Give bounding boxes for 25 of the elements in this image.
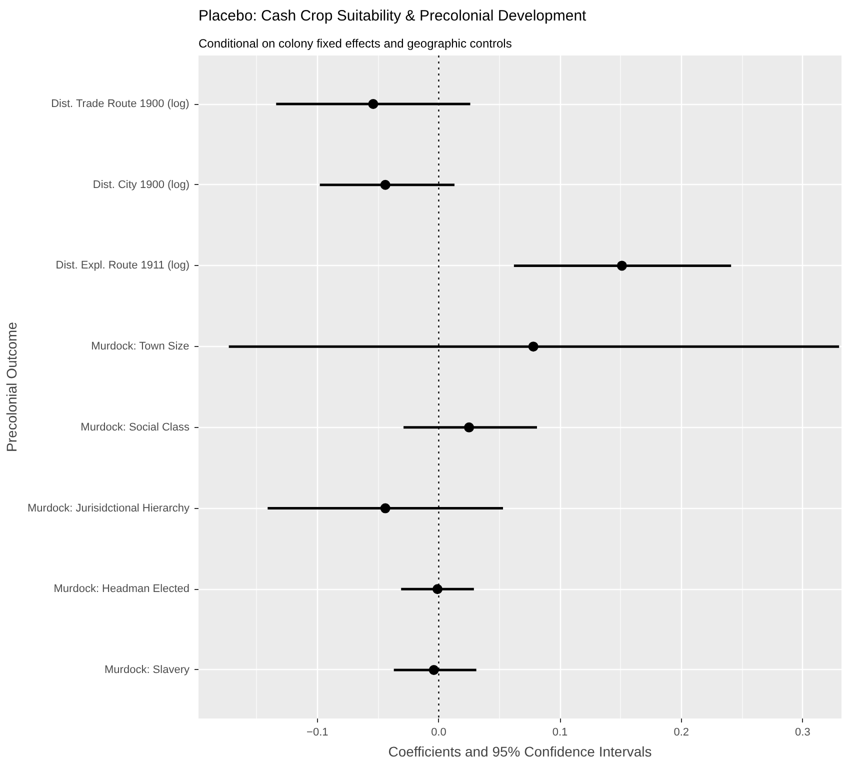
point xyxy=(428,664,439,675)
point xyxy=(380,503,390,514)
point xyxy=(528,342,538,352)
y-tick-label: Murdock: Town Size xyxy=(91,340,190,353)
x-tick-label: −0.1 xyxy=(306,726,328,738)
point xyxy=(616,260,627,271)
y-tick-label: Murdock: Social Class xyxy=(80,421,190,434)
x-axis-title: Coefficients and 95% Confidence Intervals xyxy=(388,744,652,760)
y-tick-label: Dist. Trade Route 1900 (log) xyxy=(51,98,190,110)
y-tick-label: Dist. City 1900 (log) xyxy=(92,178,190,191)
x-tick-label: 0.3 xyxy=(795,726,810,738)
y-axis-title: Precolonial Outcome xyxy=(4,322,20,452)
y-tick-label: Murdock: Headman Elected xyxy=(54,583,190,596)
point xyxy=(432,584,442,594)
x-tick-label: 0.2 xyxy=(674,726,690,738)
chart-title: Placebo: Cash Crop Suitability & Precolonial Development xyxy=(198,8,588,24)
point xyxy=(464,422,474,432)
y-tick-label: Dist. Expl. Route 1911 (log) xyxy=(56,260,190,272)
point xyxy=(380,180,390,190)
point xyxy=(368,99,378,110)
y-tick-label: Murdock: Jurisidctional Hierarchy xyxy=(28,502,190,514)
y-tick-label: Murdock: Slavery xyxy=(104,664,190,676)
chart-subtitle: Conditional on colony fixed effects and geographic controls xyxy=(198,36,512,50)
x-tick-label: 0.0 xyxy=(431,726,446,738)
x-tick-label: 0.1 xyxy=(552,726,568,738)
